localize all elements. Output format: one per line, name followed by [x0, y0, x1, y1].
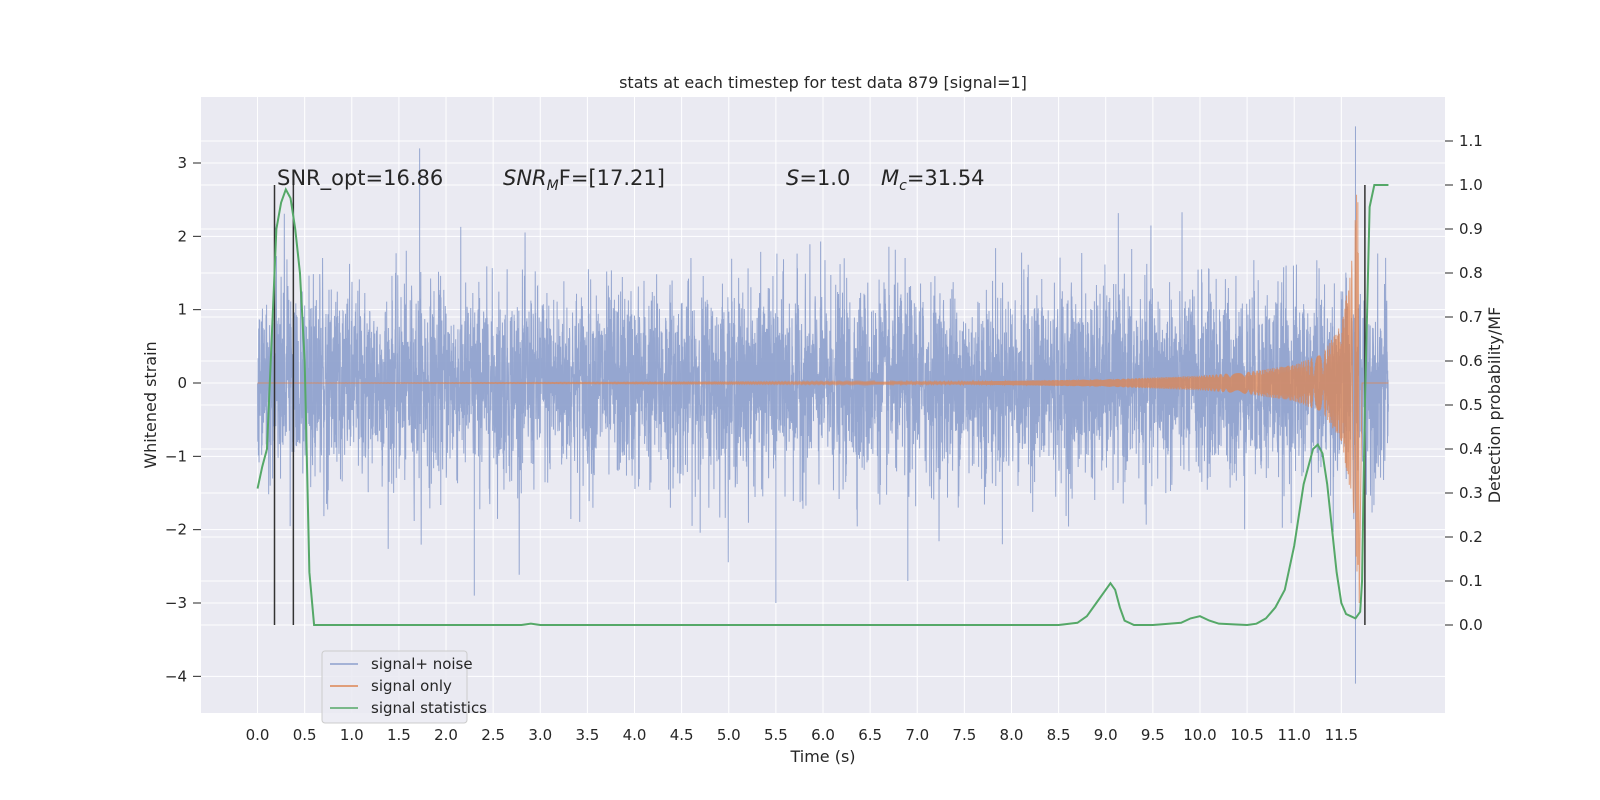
x-tick-label: 10.5: [1230, 726, 1263, 744]
annotation-mc: Mc=31.54: [881, 166, 985, 194]
x-tick-label: 1.0: [340, 726, 364, 744]
annotation-s: S=1.0: [786, 166, 850, 190]
y2-tick-label: 0.7: [1459, 308, 1483, 326]
x-tick-label: 8.0: [1000, 726, 1024, 744]
y2-tick-label: 0.6: [1459, 352, 1483, 370]
y-axis-label: Whitened strain: [141, 341, 160, 468]
series-signal-only-line: [257, 194, 1389, 604]
snr-mf-rest: F=[17.21]: [559, 166, 665, 190]
x-tick-label: 11.0: [1278, 726, 1311, 744]
x-tick-label: 9.5: [1141, 726, 1165, 744]
x-tick-label: 7.0: [905, 726, 929, 744]
x-tick-label: 6.5: [858, 726, 882, 744]
y2-tick-label: 1.0: [1459, 176, 1483, 194]
snr-mf-subscript: M: [547, 178, 559, 194]
y2-axis-label: Detection probability/MF: [1485, 307, 1504, 504]
mc-rest: =31.54: [907, 166, 985, 190]
y-tick-label: −4: [165, 667, 187, 685]
s-symbol: S: [786, 166, 799, 190]
x-tick-label: 0.5: [293, 726, 317, 744]
x-tick-label: 7.5: [952, 726, 976, 744]
y2-tick-label: 0.1: [1459, 572, 1483, 590]
y2-tick-label: 0.8: [1459, 264, 1483, 282]
x-tick-label: 2.5: [481, 726, 505, 744]
x-tick-label: 4.0: [623, 726, 647, 744]
snr-mf-symbol: SNR: [503, 166, 547, 190]
legend: signal+ noise signal only signal statist…: [321, 650, 487, 724]
x-tick-label: 1.5: [387, 726, 411, 744]
legend-box: [321, 650, 468, 724]
y-tick-label: 2: [177, 227, 187, 245]
y2-tick-label: 1.1: [1459, 132, 1483, 150]
x-tick-label: 5.5: [764, 726, 788, 744]
series-layer: [256, 126, 1389, 684]
y-tick-label: 1: [177, 301, 187, 319]
y2-tick-label: 0.9: [1459, 220, 1483, 238]
y-tick-label: −1: [165, 447, 187, 465]
x-tick-label: 3.0: [528, 726, 552, 744]
y-tick-label: 0: [177, 374, 187, 392]
legend-label-signal-statistics: signal statistics: [371, 699, 487, 717]
x-tick-label: 5.0: [717, 726, 741, 744]
y2-tick-label: 0.2: [1459, 528, 1483, 546]
x-axis-label: Time (s): [789, 747, 855, 766]
y2-tick-label: 0.4: [1459, 440, 1483, 458]
annotation-snr-opt: SNR_opt=16.86: [277, 166, 443, 191]
annotation-snr-mf: SNRMF=[17.21]: [503, 166, 665, 194]
x-tick-label: 10.0: [1183, 726, 1216, 744]
legend-label-signal-noise: signal+ noise: [371, 655, 473, 673]
y-tick-label: −2: [165, 521, 187, 539]
x-tick-label: 2.0: [434, 726, 458, 744]
legend-label-signal-only: signal only: [371, 677, 452, 695]
y-tick-label: −3: [165, 594, 187, 612]
x-tick-label: 6.0: [811, 726, 835, 744]
x-tick-label: 8.5: [1047, 726, 1071, 744]
mc-subscript: c: [899, 178, 907, 194]
x-tick-label: 3.5: [575, 726, 599, 744]
y2-tick-label: 0.0: [1459, 616, 1483, 634]
series-signal-statistics-line: [256, 184, 1389, 627]
y2-tick-label: 0.3: [1459, 484, 1483, 502]
s-rest: =1.0: [799, 166, 850, 190]
x-tick-label: 11.5: [1325, 726, 1358, 744]
y-tick-label: 3: [177, 154, 187, 172]
y2-tick-label: 0.5: [1459, 396, 1483, 414]
x-tick-label: 0.0: [246, 726, 270, 744]
mc-symbol: M: [881, 166, 899, 190]
tick-labels: 0.0 0.5 1.0 1.5 2.0 2.5 3.0 3.5 4.0 4.5 5.0 5.5 6.0 6…: [165, 132, 1483, 744]
chart-title: stats at each timestep for test data 879…: [619, 73, 1027, 92]
x-tick-label: 9.0: [1094, 726, 1118, 744]
x-tick-label: 4.5: [670, 726, 694, 744]
